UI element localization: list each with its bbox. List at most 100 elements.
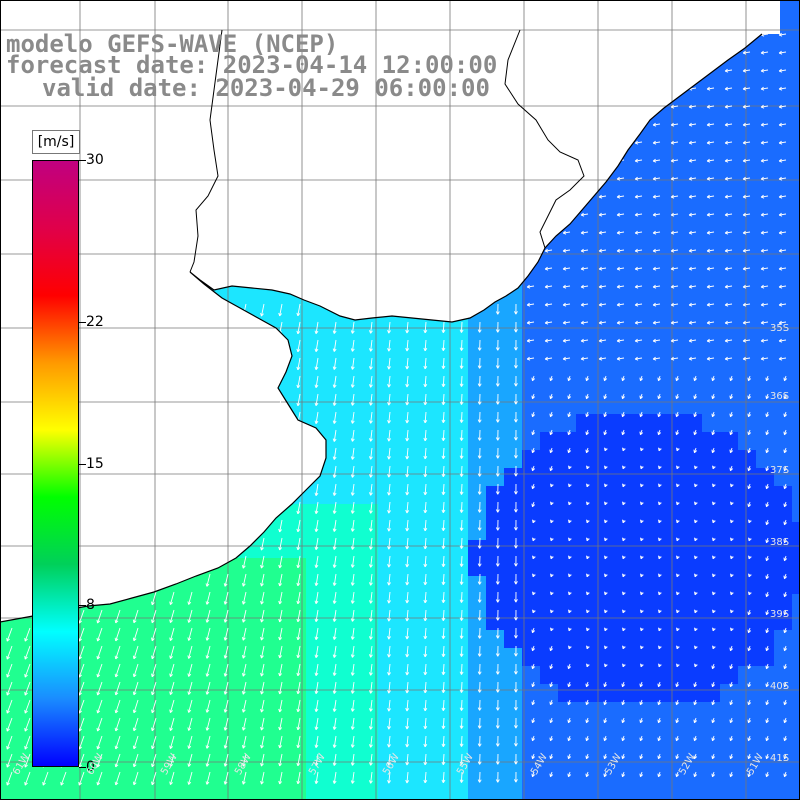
speed-cell — [702, 342, 721, 361]
speed-cell — [702, 684, 721, 703]
wind-arrow — [332, 735, 337, 748]
speed-cell — [378, 720, 397, 739]
wind-arrow — [676, 555, 680, 560]
wind-arrow — [423, 411, 428, 424]
wind-arrow — [562, 230, 571, 235]
wind-arrow — [585, 735, 590, 742]
speed-cell — [738, 342, 757, 361]
wind-arrow — [550, 627, 554, 632]
wind-arrow — [495, 555, 500, 567]
speed-cell — [522, 756, 541, 775]
speed-cell — [594, 702, 613, 721]
wind-arrow — [675, 375, 680, 382]
wind-arrow — [724, 302, 733, 307]
wind-arrow — [441, 537, 446, 549]
wind-arrow — [296, 591, 301, 605]
wind-arrow — [423, 591, 428, 604]
wind-arrow — [314, 393, 319, 407]
wind-arrow — [652, 356, 661, 361]
speed-cell — [576, 486, 595, 505]
wind-arrow — [296, 519, 301, 533]
speed-cell — [756, 324, 775, 343]
speed-cell — [432, 792, 451, 800]
speed-cell — [666, 540, 685, 559]
wind-arrow — [675, 681, 680, 688]
wind-arrow — [675, 735, 680, 742]
speed-cell — [468, 540, 487, 559]
speed-cell — [594, 396, 613, 415]
wind-arrow — [658, 519, 662, 524]
colorbar-tick — [79, 767, 86, 768]
speed-cell — [504, 792, 523, 800]
speed-cell — [792, 414, 800, 433]
wind-arrow — [278, 537, 283, 551]
wind-arrow — [405, 429, 410, 442]
wind-arrow — [778, 302, 787, 307]
wind-arrow — [730, 573, 734, 578]
speed-cell — [486, 558, 505, 577]
speed-cell — [774, 576, 793, 595]
speed-cell — [540, 486, 559, 505]
wind-arrow — [544, 248, 553, 253]
speed-cell — [378, 630, 397, 649]
speed-cell — [648, 288, 667, 307]
wind-arrow — [783, 375, 788, 382]
wind-arrow — [634, 212, 643, 217]
speed-cell — [756, 126, 775, 145]
speed-cell — [648, 666, 667, 685]
wind-arrow — [296, 735, 301, 749]
wind-arrow — [747, 645, 752, 652]
wind-arrow — [711, 663, 716, 670]
speed-cell — [792, 450, 800, 469]
speed-cell — [414, 648, 433, 667]
wind-arrow — [639, 411, 644, 418]
speed-cell — [792, 216, 800, 235]
speed-cell — [468, 396, 487, 415]
wind-arrow — [495, 447, 500, 459]
wind-arrow — [585, 753, 590, 760]
wind-arrow — [616, 266, 625, 271]
wind-arrow — [6, 717, 13, 732]
wind-arrow — [694, 627, 698, 632]
speed-cell — [612, 288, 631, 307]
wind-arrow — [187, 645, 193, 659]
speed-cell — [684, 144, 703, 163]
speed-cell — [612, 450, 631, 469]
speed-cell — [342, 432, 361, 451]
wind-arrow — [765, 483, 770, 490]
speed-cell — [702, 720, 721, 739]
speed-cell — [792, 252, 800, 271]
wind-arrow — [132, 771, 139, 786]
wind-arrow — [603, 699, 608, 706]
wind-arrow — [724, 86, 733, 91]
speed-cell — [486, 360, 505, 379]
wind-arrow — [544, 302, 553, 307]
speed-cell — [756, 468, 775, 487]
wind-arrow — [729, 681, 734, 688]
speed-cell — [648, 576, 667, 595]
speed-cell — [630, 738, 649, 757]
speed-cell — [414, 342, 433, 361]
wind-arrow — [531, 501, 536, 508]
speed-cell — [756, 180, 775, 199]
wind-arrow — [513, 303, 518, 315]
wind-arrow — [742, 212, 751, 217]
wind-arrow — [169, 609, 175, 623]
wind-arrow — [675, 411, 680, 418]
speed-cell — [594, 450, 613, 469]
wind-arrow — [151, 609, 157, 624]
speed-cell — [324, 522, 343, 541]
wind-arrow — [332, 555, 337, 568]
wind-arrow — [223, 735, 229, 749]
speed-cell — [414, 720, 433, 739]
speed-cell — [702, 414, 721, 433]
wind-arrow — [24, 717, 31, 732]
speed-cell — [576, 576, 595, 595]
wind-arrow — [441, 357, 446, 369]
speed-cell — [648, 756, 667, 775]
wind-arrow — [423, 483, 428, 496]
wind-arrow — [549, 753, 554, 760]
latitude-label: 41S — [770, 753, 790, 764]
wind-arrow — [78, 771, 85, 786]
wind-arrow — [459, 645, 464, 657]
